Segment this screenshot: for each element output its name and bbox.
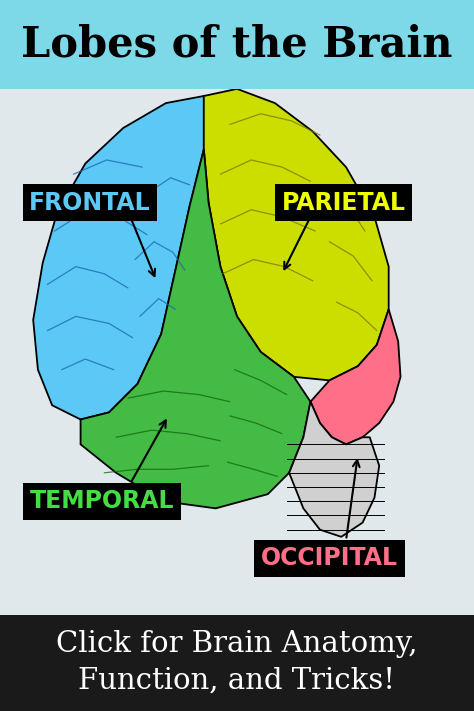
FancyBboxPatch shape: [0, 615, 474, 711]
Text: PARIETAL: PARIETAL: [282, 191, 406, 215]
Polygon shape: [289, 402, 379, 537]
Text: Lobes of the Brain: Lobes of the Brain: [21, 23, 453, 65]
FancyBboxPatch shape: [0, 0, 474, 89]
Text: OCCIPITAL: OCCIPITAL: [261, 546, 398, 570]
Polygon shape: [204, 89, 389, 380]
Polygon shape: [33, 96, 204, 419]
Polygon shape: [310, 309, 401, 444]
Polygon shape: [81, 149, 310, 508]
Text: Click for Brain Anatomy,
Function, and Tricks!: Click for Brain Anatomy, Function, and T…: [56, 630, 418, 695]
Text: TEMPORAL: TEMPORAL: [30, 489, 174, 513]
Text: FRONTAL: FRONTAL: [29, 191, 151, 215]
